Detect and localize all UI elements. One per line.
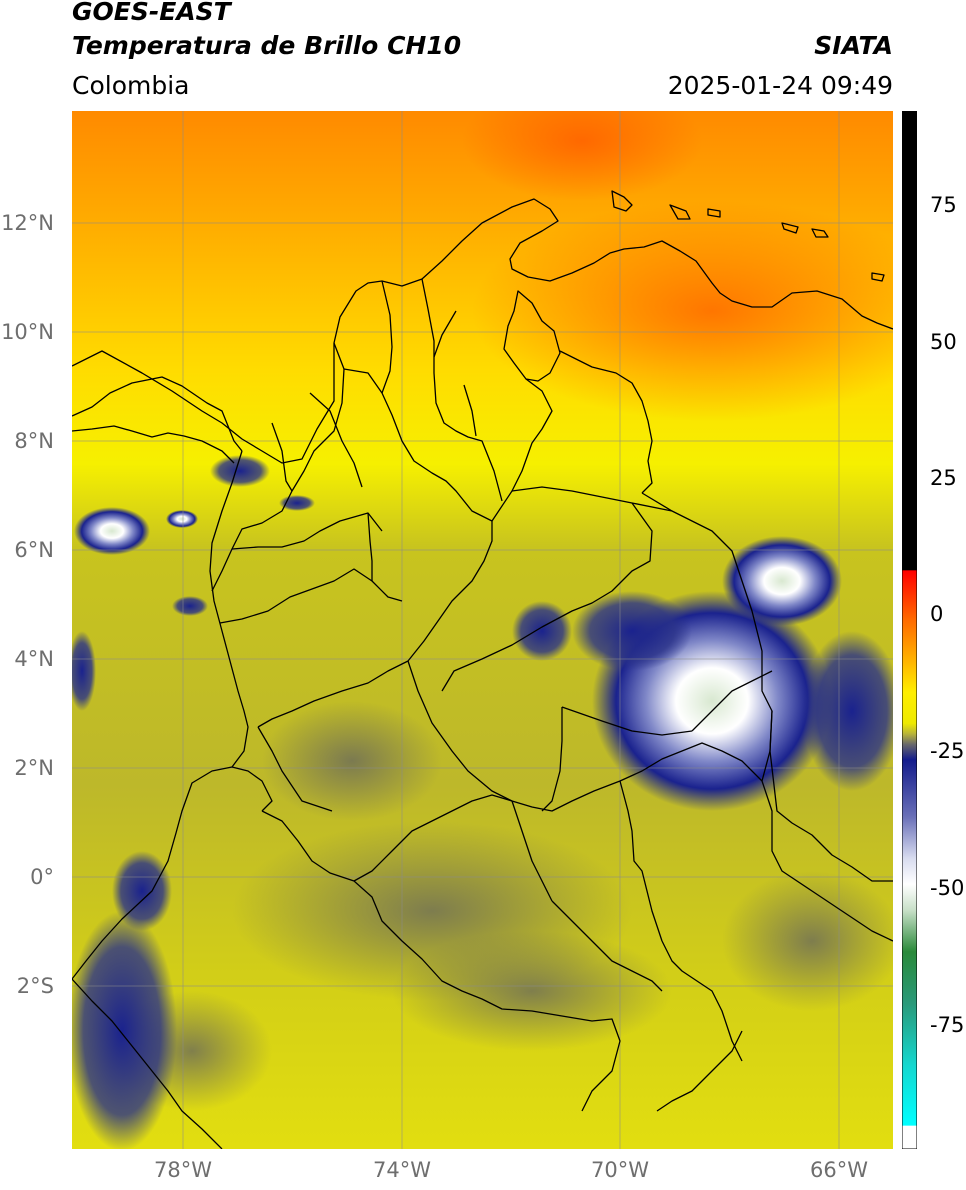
satellite-title: GOES-EAST: [72, 0, 231, 26]
lon-label-74w: 74°W: [373, 1158, 431, 1182]
graticule: [72, 111, 893, 1149]
lon-label-66w: 66°W: [810, 1158, 868, 1182]
cold-cloud-west: [74, 507, 150, 555]
lat-label-2n: 2°N: [14, 756, 54, 780]
lat-label-12n: 12°N: [1, 211, 54, 235]
lat-label-0: 0°: [30, 865, 54, 889]
colorbar-label-0: 0: [930, 602, 944, 626]
lat-label-2s: 2°S: [16, 974, 54, 998]
lat-label-4n: 4°N: [14, 647, 54, 671]
product-title: Temperatura de Brillo CH10: [72, 31, 462, 60]
lat-label-8n: 8°N: [14, 429, 54, 453]
region-label: Colombia: [72, 71, 190, 100]
colorbar-label-75: 75: [930, 193, 957, 217]
source-label: SIATA: [814, 31, 893, 60]
warm-region-caribbean: [472, 201, 893, 421]
temperature-colorbar: [902, 111, 917, 1149]
lat-label-10n: 10°N: [1, 320, 54, 344]
datetime-label: 2025-01-24 09:49: [667, 71, 893, 100]
colorbar-label-neg75: -75: [930, 1013, 965, 1037]
coastlines-borders: [72, 190, 893, 1149]
colorbar-label-50: 50: [930, 330, 957, 354]
lon-label-78w: 78°W: [154, 1158, 212, 1182]
colorbar-label-25: 25: [930, 466, 957, 490]
lon-label-70w: 70°W: [591, 1158, 649, 1182]
lat-label-6n: 6°N: [14, 538, 54, 562]
colorbar-label-neg50: -50: [930, 876, 965, 900]
satellite-map: [72, 111, 893, 1149]
colorbar-label-neg25: -25: [930, 739, 965, 763]
warm-region-north: [462, 111, 702, 201]
